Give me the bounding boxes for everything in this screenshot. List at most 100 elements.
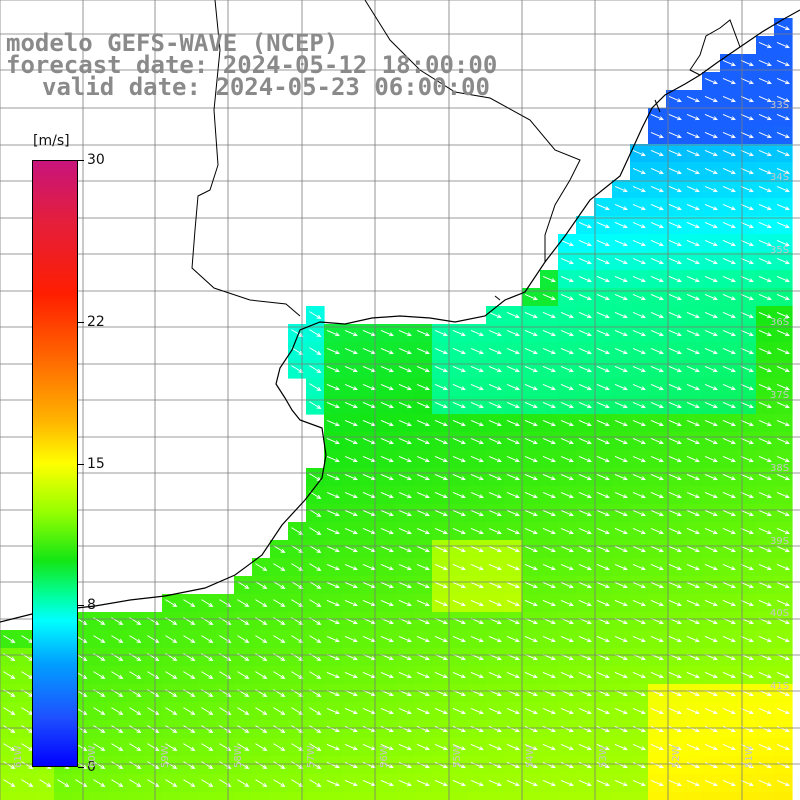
longitude-label: 52W (671, 745, 682, 768)
wind-arrow (560, 384, 574, 391)
wind-arrow (614, 564, 628, 571)
wind-arrow (578, 762, 592, 769)
wind-arrow (650, 114, 664, 121)
wind-arrow (524, 600, 538, 607)
wind-arrow (632, 402, 646, 409)
wind-arrow (488, 366, 502, 373)
wind-arrow (542, 546, 556, 553)
wind-arrow (668, 780, 682, 787)
wind-arrow (237, 779, 250, 787)
wind-speed-cell (324, 792, 343, 800)
wind-arrow (632, 330, 646, 337)
wind-arrow (309, 329, 322, 337)
wind-arrow (758, 60, 772, 67)
wind-arrow (704, 762, 718, 769)
wind-arrow (758, 474, 772, 481)
wind-arrow (542, 582, 556, 589)
wind-arrow (470, 510, 484, 517)
latitude-label: 36S (770, 317, 790, 328)
wind-arrow (93, 671, 106, 679)
wind-arrow (470, 456, 484, 463)
wind-arrow (668, 348, 682, 355)
wind-arrow (111, 707, 124, 715)
wind-arrow (740, 294, 754, 301)
wind-arrow (758, 726, 772, 733)
wind-arrow (273, 761, 286, 769)
wind-arrow (740, 114, 754, 121)
wind-arrow (488, 780, 502, 787)
wind-arrow (434, 636, 448, 643)
wind-arrow (614, 744, 628, 751)
wind-speed-cell (36, 792, 55, 800)
wind-arrow (524, 528, 538, 535)
wind-arrow (578, 294, 592, 301)
wind-arrow (380, 726, 394, 733)
wind-arrow (686, 492, 700, 499)
wind-arrow (578, 312, 592, 319)
wind-arrow (488, 402, 502, 409)
wind-arrow (416, 366, 430, 373)
wind-arrow (704, 780, 718, 787)
wind-arrow (578, 384, 592, 391)
wind-arrow (309, 365, 322, 373)
wind-arrow (596, 492, 610, 499)
wind-arrow (596, 636, 610, 643)
wind-arrow (524, 294, 538, 301)
wind-arrow (596, 402, 610, 409)
wind-arrow (722, 366, 736, 373)
wind-arrow (578, 420, 592, 427)
wind-arrow (758, 744, 772, 751)
wind-arrow (596, 330, 610, 337)
wind-arrow (668, 312, 682, 319)
wind-arrow (776, 258, 790, 265)
wind-arrow (650, 672, 664, 679)
wind-arrow (344, 510, 358, 517)
wind-arrow (506, 402, 520, 409)
wind-arrow (291, 365, 304, 373)
wind-arrow (326, 474, 340, 481)
wind-arrow (578, 546, 592, 553)
wind-arrow (650, 240, 664, 247)
wind-arrow (165, 761, 178, 769)
wind-arrow (309, 725, 322, 733)
wind-arrow (596, 276, 610, 283)
wind-arrow (542, 708, 556, 715)
wind-arrow (596, 384, 610, 391)
wind-arrow (650, 294, 664, 301)
wind-arrow (686, 744, 700, 751)
wind-arrow (704, 474, 718, 481)
wind-arrow (470, 564, 484, 571)
wind-arrow (165, 671, 178, 679)
wind-arrow (722, 510, 736, 517)
wind-arrow (704, 312, 718, 319)
wind-arrow (452, 726, 466, 733)
wind-arrow (614, 636, 628, 643)
wind-arrow (632, 258, 646, 265)
latitude-label: 33S (770, 100, 790, 111)
wind-arrow (776, 150, 790, 157)
wind-arrow (758, 546, 772, 553)
wind-arrow (596, 726, 610, 733)
wind-arrow (488, 456, 502, 463)
wind-arrow (291, 743, 304, 751)
wind-arrow (614, 438, 628, 445)
wind-arrow (380, 420, 394, 427)
wind-arrow (129, 761, 142, 769)
wind-arrow (291, 545, 304, 553)
wind-arrow (344, 546, 358, 553)
wind-arrow (776, 294, 790, 301)
wind-arrow (488, 744, 502, 751)
wind-arrow (560, 474, 574, 481)
wind-arrow (183, 707, 196, 715)
wind-speed-cell (270, 792, 289, 800)
wind-arrow (776, 78, 790, 85)
wind-arrow (309, 707, 322, 715)
wind-arrow (614, 708, 628, 715)
wind-arrow (470, 762, 484, 769)
wind-arrow (758, 600, 772, 607)
wind-arrow (650, 204, 664, 211)
wind-arrow (776, 402, 790, 409)
wind-arrow (237, 635, 250, 643)
wind-arrow (776, 42, 790, 49)
wind-arrow (704, 492, 718, 499)
